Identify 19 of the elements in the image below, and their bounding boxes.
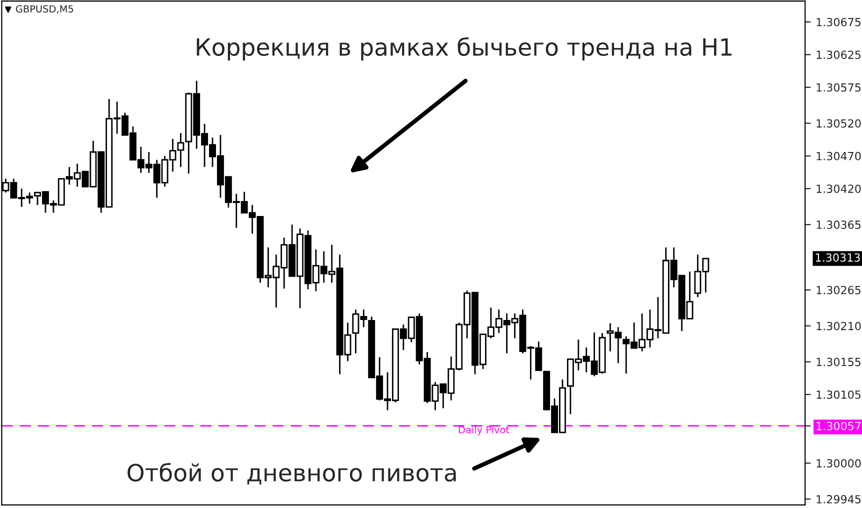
y-tick-label: 1.30155 (816, 358, 860, 366)
y-tick-label: 1.30420 (816, 184, 861, 193)
y-tick-label: 1.30105 (816, 390, 860, 399)
chart-title: GBPUSD,M5 (16, 5, 74, 14)
y-tick-label: 1.30000 (816, 459, 861, 468)
y-tick-label: 1.30210 (816, 322, 861, 330)
y-tick-label: 1.30365 (816, 220, 860, 229)
y-tick-label: 1.30575 (816, 83, 860, 92)
text: 1.30313 (816, 253, 860, 262)
y-tick-label: 1.30675 (816, 18, 860, 26)
y-tick-label: 1.29945 (816, 495, 860, 504)
y-tick-label: 1.30265 (816, 286, 860, 294)
y-tick-label: 1.30625 (816, 50, 860, 59)
annotation: Отбой от дневного пивота (128, 462, 456, 484)
y-tick-label: 1.30470 (816, 152, 861, 160)
ref-line-label: Daily Pivot (458, 426, 510, 436)
annotation: Коррекция в рамках бычьего тренда на H1 (196, 37, 732, 61)
y-tick-label: 1.30520 (816, 119, 861, 128)
y-tick-label: 1.30057 (816, 422, 861, 430)
